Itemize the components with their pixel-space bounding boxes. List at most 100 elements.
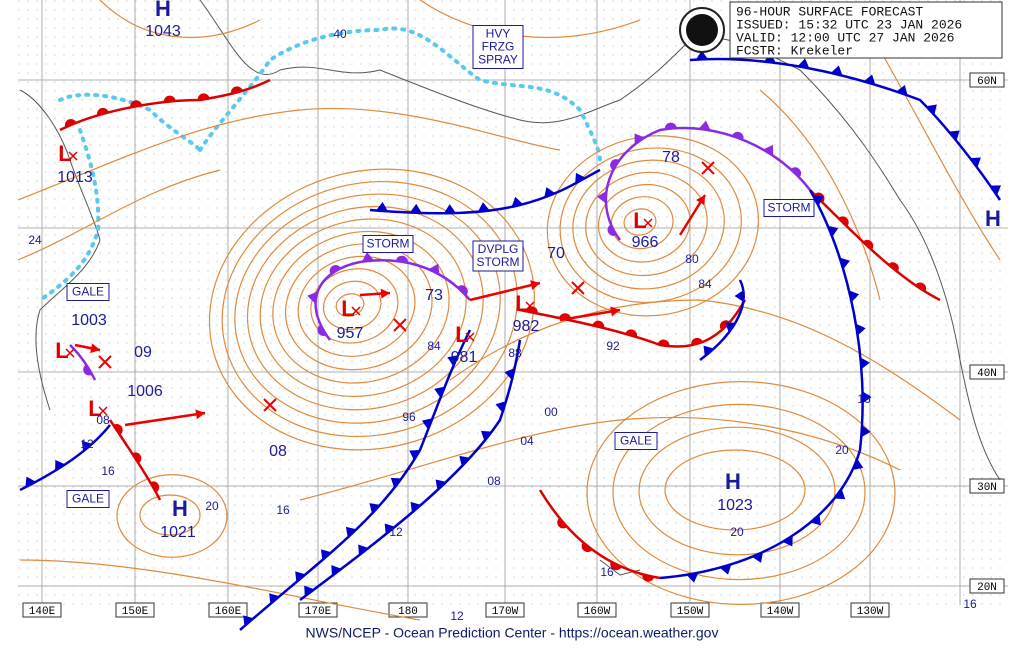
- isobar: [234, 193, 501, 424]
- isobar-label: 08: [96, 413, 110, 427]
- front-symbol: [443, 204, 456, 214]
- forecast-position: [98, 355, 112, 369]
- low-symbol: L: [341, 296, 354, 321]
- ice-edge: [198, 26, 602, 162]
- high-symbol: H: [725, 469, 741, 494]
- front-symbol: [719, 564, 732, 575]
- isobar: [99, 0, 261, 38]
- warning-box: [472, 25, 524, 69]
- front-symbol: [304, 585, 315, 597]
- isobar-label: 78: [662, 149, 680, 166]
- isobar-label: 70: [547, 245, 565, 262]
- front-symbol: [428, 263, 440, 275]
- isobar: [17, 169, 221, 261]
- map-background: [18, 0, 1008, 605]
- motion-arrow: [124, 411, 206, 427]
- front-symbol: [797, 58, 810, 69]
- front-symbol: [150, 481, 160, 493]
- front-symbol: [504, 368, 515, 380]
- front-line: [59, 78, 271, 132]
- lon-label-box: [208, 602, 248, 618]
- front-symbol: [703, 345, 714, 357]
- high-symbol: H: [172, 496, 188, 521]
- isobar-label: 04: [520, 434, 534, 448]
- low-symbol: L: [58, 141, 71, 166]
- isobar: [572, 159, 725, 290]
- front-line: [314, 259, 471, 341]
- front-symbol: [390, 477, 402, 489]
- isobar: [116, 474, 228, 558]
- front-symbol: [307, 291, 318, 304]
- front-symbol: [860, 357, 870, 370]
- fronts: [19, 50, 1002, 631]
- low-symbol: L: [88, 396, 101, 421]
- warning-label: SPRAY: [478, 53, 518, 67]
- lon-label-box: [670, 602, 710, 618]
- front-symbol: [827, 225, 839, 237]
- front-symbol: [691, 337, 703, 346]
- isobar: [17, 107, 561, 201]
- lon-label: 170W: [492, 606, 519, 618]
- pressure-value: 1006: [127, 383, 163, 400]
- warning-label: FRZG: [482, 40, 515, 54]
- warning-box: [614, 432, 658, 450]
- isobar-label: 16: [963, 597, 977, 611]
- isobar: [310, 268, 399, 344]
- warning-label: GALE: [72, 285, 104, 299]
- lon-label-box: [577, 602, 617, 618]
- isobar: [19, 559, 421, 621]
- pressure-value: 982: [513, 318, 540, 335]
- lon-label-box: [760, 602, 800, 618]
- lat-label: 30N: [977, 482, 997, 494]
- isobar-label: 16: [600, 565, 614, 579]
- front-symbol: [990, 185, 1001, 196]
- isobar: [585, 171, 708, 277]
- isobar: [612, 403, 866, 581]
- front-symbol: [852, 458, 864, 470]
- front-symbol: [948, 130, 960, 141]
- front-symbol: [269, 593, 280, 604]
- front-symbol: [734, 290, 744, 303]
- isobar-label: 24: [28, 233, 42, 247]
- isobar-label: 09: [134, 344, 152, 361]
- isobar: [597, 183, 691, 263]
- front-symbol: [575, 172, 586, 184]
- isobar-label: 80: [685, 252, 699, 266]
- lat-label: 40N: [977, 368, 997, 380]
- motion-arrowhead: [380, 288, 390, 299]
- pressure-value: 981: [451, 349, 478, 366]
- front-symbol: [810, 514, 821, 526]
- front-symbol: [610, 561, 622, 571]
- lon-label-box: [388, 602, 428, 618]
- motion-arrowhead: [610, 306, 620, 317]
- pressure-value: 1021: [160, 524, 196, 541]
- front-symbol: [345, 526, 357, 538]
- front-symbol: [751, 552, 763, 563]
- ice-edge: [38, 92, 202, 302]
- warning-label: DVPLG: [478, 242, 519, 256]
- front-symbol: [331, 565, 342, 576]
- warning-label: GALE: [620, 434, 652, 448]
- front-symbol: [834, 488, 846, 500]
- motion-arrowhead: [195, 409, 205, 420]
- warning-label: STORM: [767, 201, 810, 215]
- lon-label: 140E: [29, 606, 56, 618]
- warning-box: [362, 235, 414, 253]
- front-symbol: [384, 523, 396, 535]
- front-symbol: [434, 386, 445, 398]
- motion-arrowhead: [90, 343, 100, 354]
- front-symbol: [130, 100, 143, 108]
- warning-box: [66, 283, 110, 301]
- front-symbol: [848, 290, 860, 303]
- lon-label: 150E: [122, 606, 149, 618]
- low-mark: [525, 301, 535, 311]
- front-symbol: [495, 401, 507, 413]
- isobar-label: 96: [402, 410, 416, 424]
- front-symbol: [642, 574, 655, 582]
- lat-label-box: [969, 478, 1005, 494]
- high-symbol: H: [985, 206, 1001, 231]
- front-symbol: [481, 430, 492, 442]
- warning-label: STORM: [366, 237, 409, 251]
